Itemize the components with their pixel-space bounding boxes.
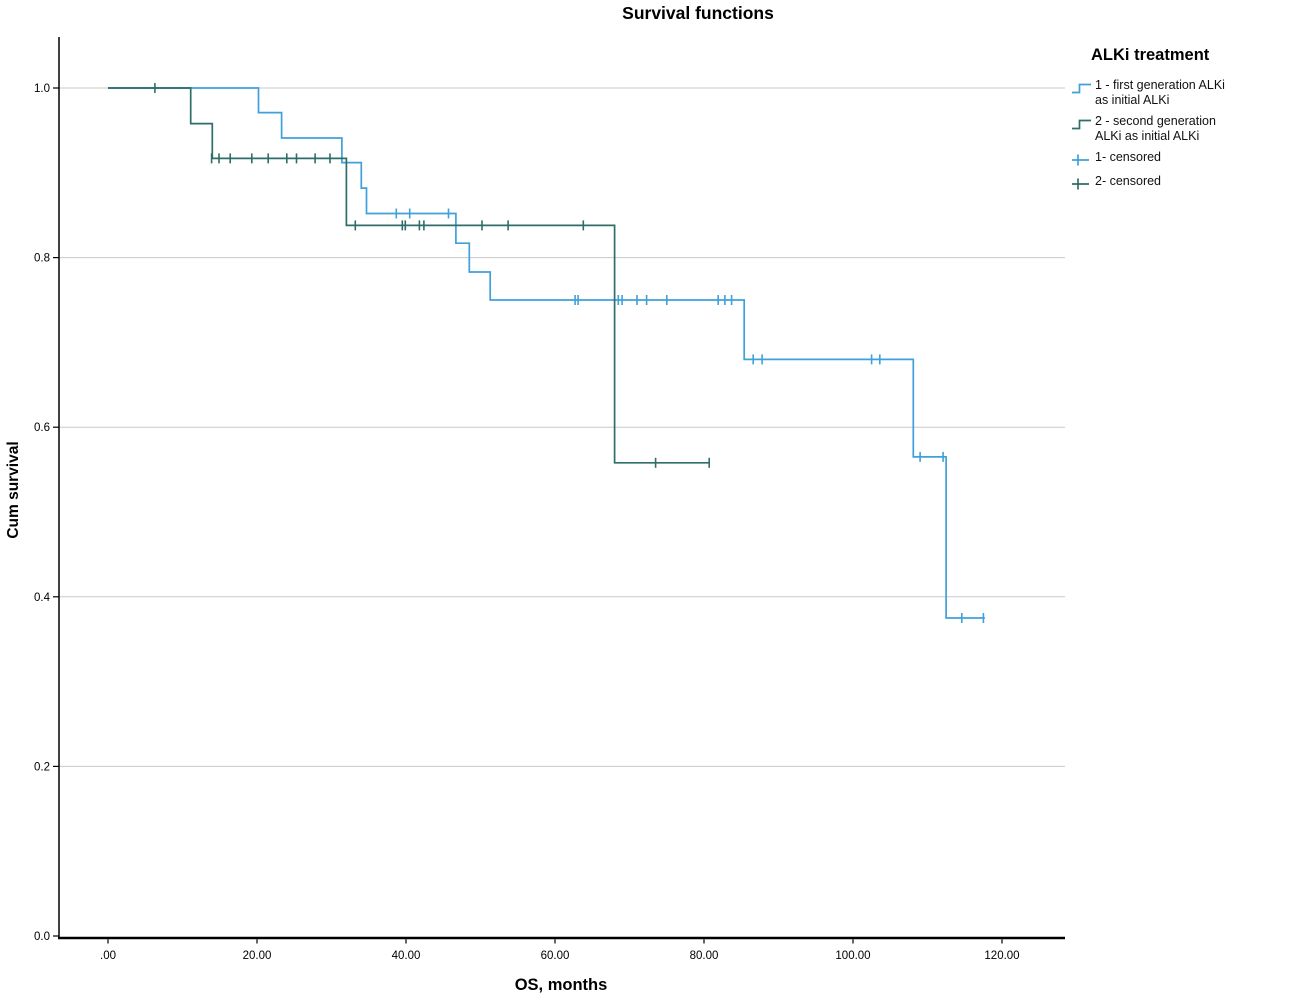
y-tick-label: 1.0: [34, 83, 50, 95]
step-line-icon: [1072, 119, 1091, 130]
x-tick-label: 40.00: [392, 950, 421, 962]
x-tick-label: 100.00: [835, 950, 870, 962]
chart-title: Survival functions: [622, 3, 774, 23]
legend-entry-censored-2: 2- censored: [1072, 174, 1298, 192]
y-axis-label: Cum survival: [5, 441, 22, 539]
y-tick-label: 0.4: [34, 592, 51, 604]
legend-entry-label: 2 - second generation ALKi as initial AL…: [1095, 114, 1216, 143]
step-line-icon: [1072, 83, 1091, 94]
legend-entry-censored-1: 1- censored: [1072, 150, 1298, 168]
y-tick-label: 0.0: [34, 931, 50, 943]
x-tick-label: .00: [100, 950, 116, 962]
legend-entry-label: 2- censored: [1095, 174, 1162, 188]
y-tick-label: 0.6: [34, 422, 50, 434]
legend-title: ALKi treatment: [1091, 46, 1210, 64]
x-tick-label: 60.00: [541, 950, 570, 962]
survival-curve-2: [108, 87, 710, 464]
y-tick-label: 0.8: [34, 253, 50, 265]
censored-marker-icon: [1072, 178, 1089, 190]
legend-entry-label: 1 - first generation ALKi as initial ALK…: [1095, 78, 1225, 107]
legend-entry-series-1: 1 - first generation ALKi as initial ALK…: [1072, 78, 1298, 108]
x-tick-label: 80.00: [690, 950, 719, 962]
x-tick-label: 120.00: [984, 950, 1019, 962]
censored-marker-icon: [1072, 154, 1089, 166]
legend-entry-label: 1- censored: [1095, 150, 1162, 164]
legend: ALKi treatment 1 - first generation ALKi…: [1072, 46, 1298, 198]
survival-curve-1: [108, 87, 985, 619]
x-tick-label: 20.00: [243, 950, 272, 962]
x-axis-label: OS, months: [514, 976, 608, 994]
legend-entry-series-2: 2 - second generation ALKi as initial AL…: [1072, 114, 1298, 144]
y-tick-label: 0.2: [34, 761, 50, 773]
